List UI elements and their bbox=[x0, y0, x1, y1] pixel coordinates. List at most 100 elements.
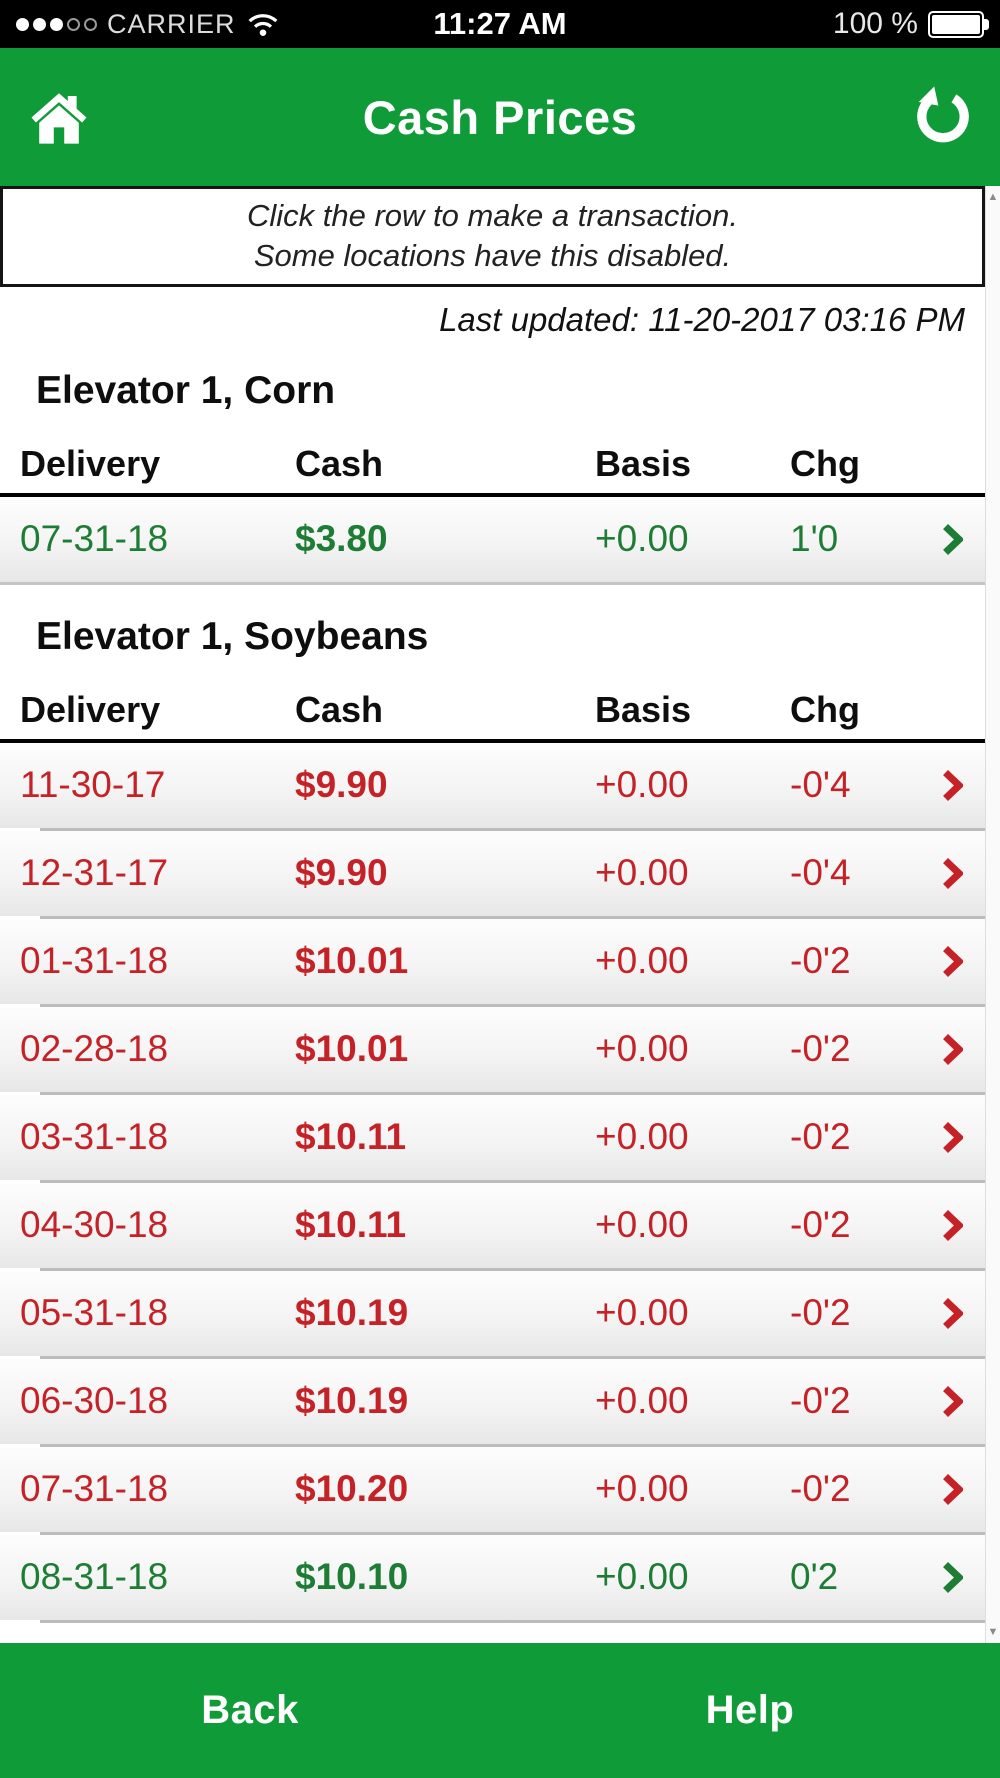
table-row[interactable]: 12-31-17 $9.90 +0.00 -0'4 bbox=[0, 830, 985, 916]
cell-chg: -0'2 bbox=[790, 940, 851, 982]
chevron-right-icon bbox=[941, 1559, 985, 1596]
cell-basis: +0.00 bbox=[595, 1204, 689, 1246]
row-wrap: 01-31-18 $10.01 +0.00 -0'2 bbox=[0, 918, 985, 1007]
cell-basis: +0.00 bbox=[595, 940, 689, 982]
row-divider bbox=[40, 1531, 985, 1535]
table-row[interactable]: 06-30-18 $10.19 +0.00 -0'2 bbox=[0, 1358, 985, 1444]
price-list: Elevator 1, Corn Delivery Cash Basis Chg… bbox=[0, 369, 985, 1623]
cell-chg: -0'2 bbox=[790, 1028, 851, 1070]
table-row[interactable]: 08-31-18 $10.10 +0.00 0'2 bbox=[0, 1534, 985, 1620]
row-divider bbox=[0, 581, 985, 585]
row-divider bbox=[40, 1179, 985, 1183]
cell-basis: +0.00 bbox=[595, 764, 689, 806]
section-title: Elevator 1, Soybeans bbox=[36, 614, 429, 658]
cell-basis: +0.00 bbox=[595, 1556, 689, 1598]
table-row[interactable]: 07-31-18 $3.80 +0.00 1'0 bbox=[0, 496, 985, 582]
back-button[interactable]: Back bbox=[0, 1687, 500, 1734]
row-divider bbox=[40, 1355, 985, 1359]
content-area: Click the row to make a transaction. Som… bbox=[0, 186, 1000, 1643]
price-section: Elevator 1, Soybeans Delivery Cash Basis… bbox=[0, 615, 985, 1623]
table-row[interactable]: 07-31-18 $10.20 +0.00 -0'2 bbox=[0, 1446, 985, 1532]
cell-delivery: 01-31-18 bbox=[20, 940, 169, 982]
cell-basis: +0.00 bbox=[595, 1468, 689, 1510]
status-bar-left: CARRIER bbox=[16, 9, 280, 40]
notice-line-2: Some locations have this disabled. bbox=[253, 238, 732, 274]
app-header: Cash Prices bbox=[0, 48, 1000, 186]
chevron-right-icon bbox=[941, 1031, 985, 1068]
table-row[interactable]: 02-28-18 $10.01 +0.00 -0'2 bbox=[0, 1006, 985, 1092]
column-cash: Cash bbox=[295, 442, 384, 484]
cell-cash: $10.11 bbox=[295, 1204, 407, 1246]
row-wrap: 04-30-18 $10.11 +0.00 -0'2 bbox=[0, 1182, 985, 1271]
cell-basis: +0.00 bbox=[595, 852, 689, 894]
battery-icon bbox=[928, 10, 989, 38]
cell-cash: $10.01 bbox=[295, 1028, 409, 1070]
home-icon bbox=[31, 92, 87, 144]
cell-chg: -0'2 bbox=[790, 1380, 851, 1422]
column-basis: Basis bbox=[595, 442, 692, 484]
row-wrap: 12-31-17 $9.90 +0.00 -0'4 bbox=[0, 830, 985, 919]
signal-strength-icon bbox=[16, 17, 97, 31]
signal-dot bbox=[67, 17, 80, 31]
cell-chg: 1'0 bbox=[790, 518, 839, 560]
cell-cash: $10.11 bbox=[295, 1116, 407, 1158]
footer-bar: Back Help bbox=[0, 1643, 1000, 1778]
scrollbar[interactable]: ▲ ▼ bbox=[985, 186, 1000, 1643]
cell-cash: $10.01 bbox=[295, 940, 409, 982]
cell-chg: -0'4 bbox=[790, 764, 851, 806]
chevron-right-icon bbox=[941, 1119, 985, 1156]
table-row[interactable]: 05-31-18 $10.19 +0.00 -0'2 bbox=[0, 1270, 985, 1356]
scroll-up-arrow[interactable]: ▲ bbox=[987, 191, 999, 203]
cell-delivery: 11-30-17 bbox=[20, 764, 166, 806]
cell-delivery: 07-31-18 bbox=[20, 518, 169, 560]
signal-dot bbox=[33, 17, 46, 31]
cell-basis: +0.00 bbox=[595, 1116, 689, 1158]
cell-delivery: 08-31-18 bbox=[20, 1556, 169, 1598]
column-delivery: Delivery bbox=[20, 442, 161, 484]
chevron-right-icon bbox=[941, 1471, 985, 1508]
cell-cash: $10.20 bbox=[295, 1468, 409, 1510]
notice-banner: Click the row to make a transaction. Som… bbox=[0, 186, 985, 287]
battery-percent: 100 % bbox=[832, 7, 918, 40]
scroll-down-arrow[interactable]: ▼ bbox=[987, 1626, 999, 1638]
cell-delivery: 07-31-18 bbox=[20, 1468, 169, 1510]
signal-dot bbox=[84, 17, 97, 31]
home-button[interactable] bbox=[26, 87, 92, 148]
last-updated: Last updated: 11-20-2017 03:16 PM bbox=[439, 300, 965, 338]
cell-delivery: 02-28-18 bbox=[20, 1028, 169, 1070]
row-divider bbox=[40, 915, 985, 919]
column-chg: Chg bbox=[790, 688, 860, 730]
cell-delivery: 03-31-18 bbox=[20, 1116, 169, 1158]
row-wrap: 07-31-18 $10.20 +0.00 -0'2 bbox=[0, 1446, 985, 1535]
column-delivery: Delivery bbox=[20, 688, 161, 730]
cell-cash: $10.19 bbox=[295, 1292, 409, 1334]
cell-chg: -0'2 bbox=[790, 1292, 851, 1334]
column-basis: Basis bbox=[595, 688, 692, 730]
section-rows: 07-31-18 $3.80 +0.00 1'0 bbox=[0, 496, 985, 585]
row-wrap: 07-31-18 $3.80 +0.00 1'0 bbox=[0, 496, 985, 585]
row-wrap: 08-31-18 $10.10 +0.00 0'2 bbox=[0, 1534, 985, 1623]
table-row[interactable]: 03-31-18 $10.11 +0.00 -0'2 bbox=[0, 1094, 985, 1180]
chevron-right-icon bbox=[941, 855, 985, 892]
cell-chg: -0'4 bbox=[790, 852, 851, 894]
signal-dot bbox=[16, 17, 29, 31]
chevron-right-icon bbox=[941, 1295, 985, 1332]
refresh-button[interactable] bbox=[912, 86, 974, 148]
row-divider bbox=[40, 1267, 985, 1271]
row-wrap: 06-30-18 $10.19 +0.00 -0'2 bbox=[0, 1358, 985, 1447]
row-divider bbox=[40, 1003, 985, 1007]
wifi-icon bbox=[248, 13, 277, 36]
chevron-right-icon bbox=[941, 943, 985, 980]
chevron-right-icon bbox=[941, 1383, 985, 1420]
column-cash: Cash bbox=[295, 688, 384, 730]
table-row[interactable]: 04-30-18 $10.11 +0.00 -0'2 bbox=[0, 1182, 985, 1268]
row-divider bbox=[40, 1619, 985, 1623]
section-rows: 11-30-17 $9.90 +0.00 -0'4 12-31-17 $9.90… bbox=[0, 742, 985, 1623]
content-inner: Click the row to make a transaction. Som… bbox=[0, 186, 985, 1623]
table-row[interactable]: 11-30-17 $9.90 +0.00 -0'4 bbox=[0, 742, 985, 828]
help-button[interactable]: Help bbox=[500, 1687, 1000, 1734]
cell-cash: $9.90 bbox=[295, 852, 388, 894]
cell-cash: $3.80 bbox=[295, 518, 388, 560]
table-row[interactable]: 01-31-18 $10.01 +0.00 -0'2 bbox=[0, 918, 985, 1004]
